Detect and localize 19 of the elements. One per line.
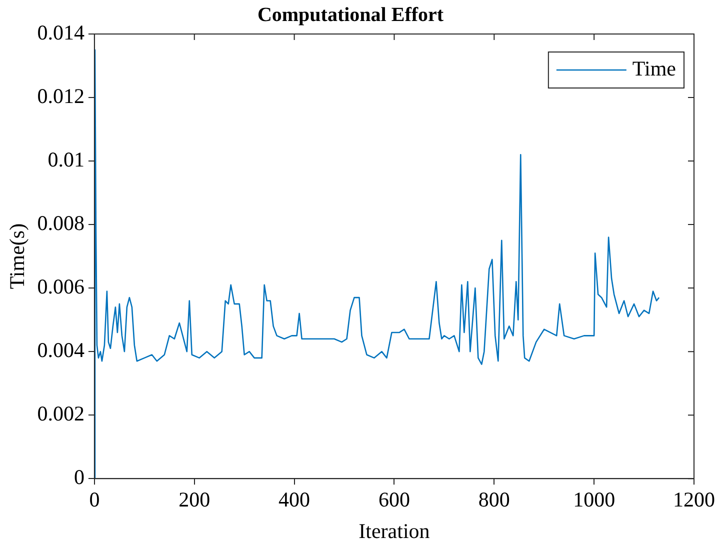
x-tick-label: 0 bbox=[89, 488, 100, 512]
x-tick-label: 200 bbox=[178, 488, 210, 512]
chart-title: Computational Effort bbox=[257, 4, 444, 26]
y-axis-title: Time(s) bbox=[5, 223, 30, 290]
x-tick-label: 400 bbox=[278, 488, 310, 512]
x-tick-label: 1200 bbox=[673, 488, 715, 512]
y-tick-label: 0 bbox=[74, 465, 84, 490]
y-tick-label: 0.01 bbox=[48, 148, 84, 172]
y-tick-label: 0.002 bbox=[37, 402, 84, 426]
y-tick-label: 0.004 bbox=[37, 338, 85, 362]
x-tick-label: 800 bbox=[478, 488, 510, 512]
x-axis-title: Iteration bbox=[358, 518, 430, 543]
y-tick-label: 0.012 bbox=[37, 84, 84, 108]
x-tick-label: 600 bbox=[378, 488, 410, 512]
y-tick-label: 0.008 bbox=[37, 211, 84, 236]
y-tick-label: 0.006 bbox=[37, 274, 84, 299]
x-tick-label: 1000 bbox=[573, 488, 616, 512]
y-tick-label: 0.014 bbox=[37, 20, 85, 45]
legend-label: Time bbox=[632, 56, 676, 81]
